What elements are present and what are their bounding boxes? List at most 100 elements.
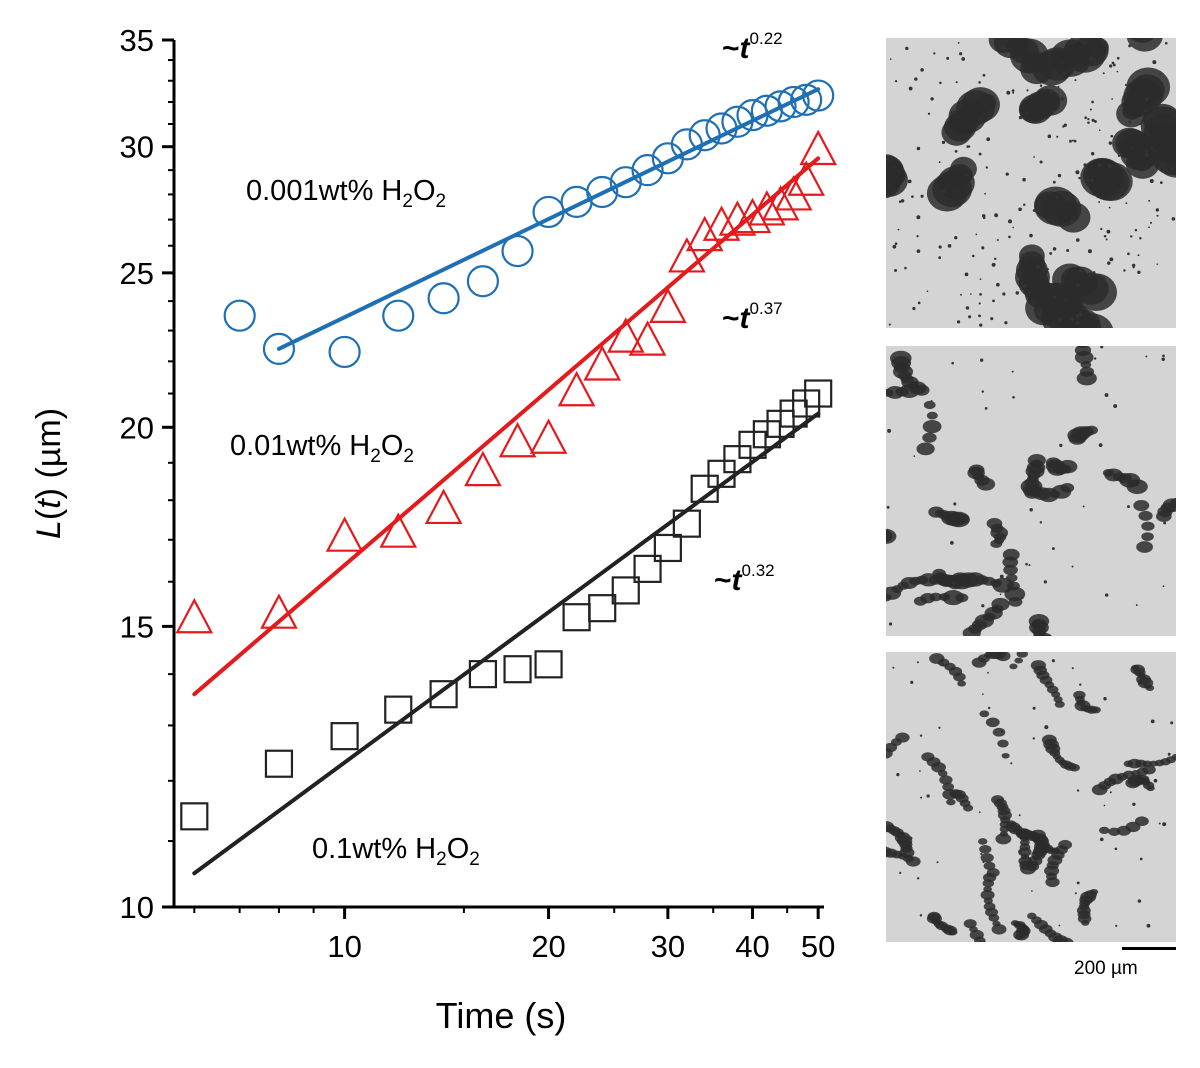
speck [1123,269,1126,272]
speck [1100,837,1104,842]
cluster-part [992,727,1006,737]
speck [950,111,954,115]
speck [1145,150,1148,153]
cluster-part [957,680,966,687]
speck [914,77,918,81]
cluster-part [932,568,946,579]
cluster [971,652,1011,668]
speck [990,317,994,321]
speck [1090,178,1094,183]
cluster-part [1142,765,1156,775]
speck [1028,564,1031,567]
cluster [1140,103,1176,178]
data-point-square [723,445,752,474]
cluster-part [979,844,992,854]
data-point-square [384,695,413,724]
data-point-square [468,660,498,689]
speck [986,137,991,142]
micrograph-image-3 [886,652,1176,942]
speck [939,81,942,85]
speck [1098,279,1101,282]
exponent-label-3: ~t0.32 [714,561,775,597]
data-point-triangle [685,215,724,252]
cluster-part [985,717,1000,728]
data-point-square [180,802,209,831]
speck [1012,91,1015,94]
cluster [1027,482,1075,503]
speck [1011,89,1015,92]
cluster-part [1041,301,1081,328]
speck [954,149,958,153]
speck [1074,892,1077,895]
speck [1051,109,1055,114]
speck [1012,395,1015,399]
cluster-part [983,902,996,911]
speck [1070,219,1075,224]
speck [1015,291,1020,295]
cluster-part [1042,635,1052,636]
speck [1113,404,1118,408]
data-point-circle [764,90,797,123]
speck [1137,270,1141,275]
speck [896,772,900,777]
speck [1078,312,1083,317]
speck [893,166,896,169]
cluster-part [979,710,990,718]
data-point-triangle [787,160,825,196]
data-point-triangle [498,421,537,458]
cluster-part [1006,573,1018,582]
speck [1031,890,1033,892]
cluster [980,872,1007,935]
speck [1108,141,1113,145]
speck [1137,899,1142,903]
speck [916,249,921,254]
cluster [886,846,921,867]
speck [1107,261,1111,265]
cluster-part [1033,85,1068,116]
speck [1060,97,1065,101]
speck [1076,283,1080,287]
speck [1162,354,1165,358]
speck [911,195,914,198]
speck [978,811,981,814]
micrograph-panel-3 [886,652,1176,942]
speck [1170,721,1174,725]
speck [1056,135,1059,138]
speck [964,272,969,277]
speck [999,574,1004,579]
data-point-triangle [748,190,786,226]
cluster-part [954,513,970,524]
speck [1116,56,1120,60]
speck [1156,263,1159,265]
cluster [988,38,1054,85]
speck [1008,235,1011,239]
cluster [889,350,930,396]
x-tick-label: 10 [327,929,361,964]
speck [982,860,985,864]
speck [984,407,988,410]
cluster-part [1002,556,1019,568]
data-point-triangle [424,488,463,525]
cluster-part [1004,586,1026,602]
cluster [916,400,942,456]
data-point-square [738,430,767,459]
speck [950,541,954,545]
speck [1104,593,1109,597]
cluster-part [889,350,912,366]
cluster-part [1074,346,1092,357]
speck [1055,195,1059,199]
speck [994,213,999,218]
speck [1089,56,1093,61]
speck [1021,596,1024,599]
speck [1124,83,1127,87]
cluster [1125,774,1155,792]
speck [1108,206,1111,209]
cluster-part [1018,847,1032,857]
cluster [1112,127,1160,179]
data-point-circle [721,105,754,138]
speck [912,306,916,311]
data-point-triangle [774,175,813,211]
speck [1074,79,1077,82]
speck [1128,44,1132,48]
speck [1051,547,1055,550]
